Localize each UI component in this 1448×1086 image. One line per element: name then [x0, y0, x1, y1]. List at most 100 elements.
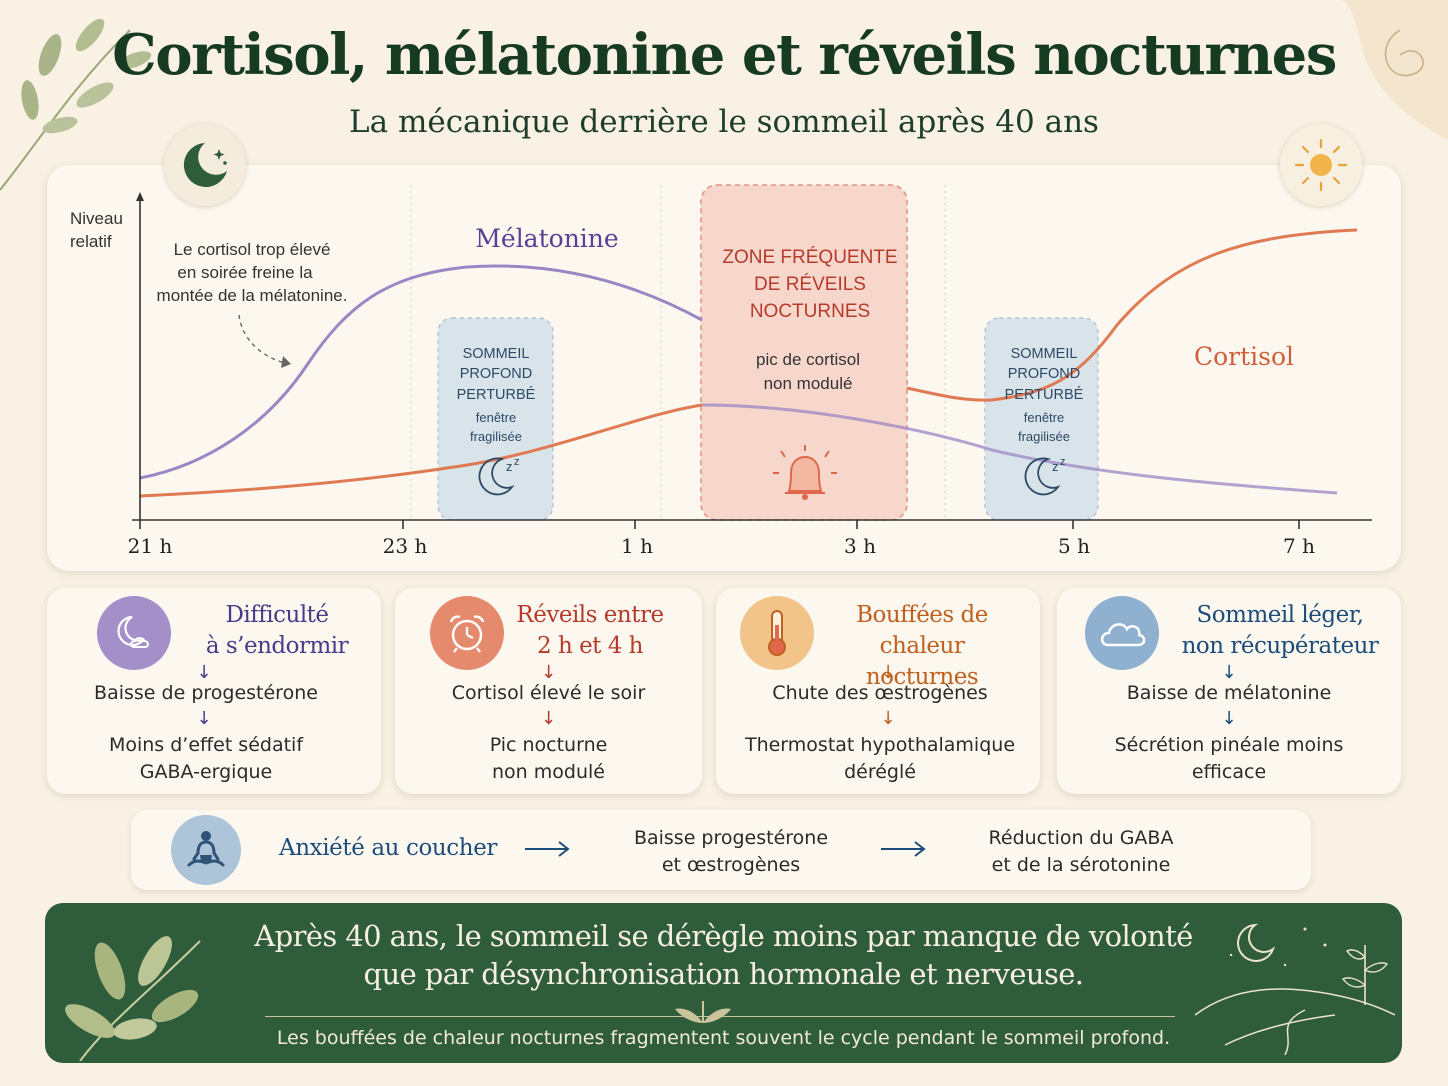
sleeping-moon-icon: z z [478, 456, 520, 496]
zone-title: PERTURBÉ [1005, 386, 1084, 403]
card-effect: Pic nocturne non modulé [395, 732, 702, 786]
annotation-text: montée de la mélatonine. [157, 286, 348, 305]
leaf-decoration-icon [0, 18, 152, 191]
sprout-icon [675, 1001, 731, 1023]
card-title: 2 h et 4 h [537, 633, 644, 659]
alarm-bell-icon [773, 445, 837, 500]
moon-cloud-icon [97, 596, 171, 670]
zone-title: SOMMEIL [463, 346, 530, 362]
card-effect-line: Moins d’effet sédatif [108, 734, 304, 756]
down-arrow-icon: ↓ [540, 708, 557, 729]
meditation-icon [171, 815, 241, 885]
card-title: nocturnes [865, 664, 979, 690]
svg-text:z: z [1060, 456, 1066, 468]
zone-sub: fragilisée [470, 429, 522, 444]
deep-sleep-zone-1 [437, 317, 554, 521]
tick-label: 21 h [128, 534, 173, 558]
anxiety-step-line: Réduction du GABA [988, 827, 1174, 849]
card-effect-line: Sécrétion pinéale moins [1114, 734, 1344, 756]
zone-sub: fenêtre [1024, 410, 1064, 425]
cortisol-label: Cortisol [1194, 342, 1294, 371]
zone-sub: fenêtre [476, 410, 516, 425]
cortisol-curve-rise [906, 228, 1358, 402]
wake-zone-title: NOCTURNES [750, 301, 870, 322]
cloud-icon [1085, 596, 1159, 670]
y-axis-label: Niveau [70, 209, 123, 228]
right-arrow-icon [881, 841, 926, 857]
melatonin-label: Mélatonine [475, 224, 618, 253]
card-effect-line: efficace [1191, 761, 1267, 783]
card-effect-line: Pic nocturne [489, 734, 608, 756]
annotation-text: en soirée freine la [177, 263, 313, 282]
down-arrow-icon: ↓ [880, 708, 896, 729]
wake-zone-sub: pic de cortisol [756, 350, 860, 369]
footer-note: Les bouffées de chaleur nocturnes fragme… [276, 1027, 1171, 1049]
card-title: Difficulté [225, 602, 329, 628]
svg-text:z: z [514, 456, 520, 468]
anxiety-step-line: et œstrogènes [661, 854, 801, 876]
card-effect-line: Thermostat hypothalamique [744, 734, 1016, 756]
night-landscape-icon [1194, 923, 1395, 1055]
card-effect: Sécrétion pinéale moins efficace [1057, 732, 1401, 786]
page-subtitle: La mécanique derrière le sommeil après 4… [349, 104, 1099, 140]
down-arrow-icon: ↓ [196, 708, 212, 729]
card-effect-line: GABA-ergique [139, 761, 273, 783]
sun-icon [1280, 124, 1362, 206]
tick-label: 5 h [1058, 534, 1090, 558]
zone-title: PROFOND [460, 366, 533, 382]
card-effect: Thermostat hypothalamique déréglé [718, 732, 1042, 786]
card-title: Réveils entre [516, 602, 664, 628]
card-cause: Baisse de progestérone [94, 682, 318, 704]
down-arrow-icon: ↓ [540, 662, 557, 683]
card-cause: Cortisol élevé le soir [451, 682, 646, 704]
card-title: à s’endormir [205, 633, 349, 659]
tick-label: 23 h [383, 534, 428, 558]
tick-label: 7 h [1283, 534, 1315, 558]
alarm-clock-icon [430, 596, 504, 670]
card-title: Sommeil léger, [1196, 602, 1364, 628]
conclusion-line-1: Après 40 ans, le sommeil se dérègle moin… [254, 919, 1193, 953]
anxiety-step-hormones: Baisse progestérone et œstrogènes [611, 825, 851, 879]
hormone-chart: 21 h 23 h 1 h 3 h 5 h 7 h Niveau relatif… [70, 184, 1372, 558]
conclusion-banner: Après 40 ans, le sommeil se dérègle moin… [45, 903, 1402, 1063]
down-arrow-icon: ↓ [1221, 708, 1237, 729]
annotation-text: Le cortisol trop élevé [174, 240, 331, 259]
wake-zone-title: ZONE FRÉQUENTE [722, 247, 897, 268]
card-cause: Baisse de mélatonine [1126, 682, 1332, 704]
symptom-card-sleep-onset: Difficulté à s’endormir ↓ Baisse de prog… [47, 588, 381, 794]
anxiety-label: Anxiété au coucher [279, 835, 498, 861]
card-title: non récupérateur [1181, 633, 1379, 659]
svg-text:z: z [1052, 459, 1059, 474]
down-arrow-icon: ↓ [1221, 662, 1237, 683]
symptom-card-light-sleep: Sommeil léger, non récupérateur ↓ Baisse… [1057, 588, 1401, 794]
anxiety-strip: Anxiété au coucher Baisse progestérone e… [131, 810, 1311, 890]
melatonin-curve [139, 264, 703, 480]
page-title: Cortisol, mélatonine et réveils nocturne… [112, 22, 1337, 88]
leaf-branch-icon [65, 936, 201, 1061]
wake-zone-title: DE RÉVEILS [754, 274, 866, 295]
symptom-card-hot-flashes: Bouffées de chaleur nocturnes ↓ Chute de… [716, 588, 1040, 794]
cortisol-curve [139, 403, 703, 498]
zone-title: PERTURBÉ [457, 386, 536, 403]
sleeping-moon-icon: z z [1024, 456, 1066, 496]
anxiety-step-line: Baisse progestérone [633, 827, 829, 849]
tick-label: 3 h [844, 534, 876, 558]
conclusion-line-2: que par désynchronisation hormonale et n… [363, 957, 1084, 991]
thermometer-icon [740, 596, 814, 670]
zone-title: PROFOND [1008, 366, 1081, 382]
card-effect-line: non modulé [492, 761, 605, 783]
annotation-arrow [238, 314, 286, 364]
hormone-chart-panel: 21 h 23 h 1 h 3 h 5 h 7 h Niveau relatif… [47, 165, 1401, 571]
symptom-card-night-waking: Réveils entre 2 h et 4 h ↓ Cortisol élev… [395, 588, 702, 794]
zone-title: SOMMEIL [1011, 346, 1078, 362]
melatonin-curve-tail [701, 403, 1338, 495]
y-axis-label: relatif [70, 232, 112, 251]
moon-icon [164, 124, 246, 206]
corner-swirl-decoration [1340, 0, 1448, 140]
card-effect: Moins d’effet sédatif GABA-ergique [39, 732, 373, 786]
wake-zone-sub: non modulé [764, 374, 853, 393]
zone-sub: fragilisée [1018, 429, 1070, 444]
anxiety-step-neuro: Réduction du GABA et de la sérotonine [951, 825, 1211, 879]
card-effect-line: déréglé [844, 761, 916, 783]
down-arrow-icon: ↓ [880, 662, 896, 683]
